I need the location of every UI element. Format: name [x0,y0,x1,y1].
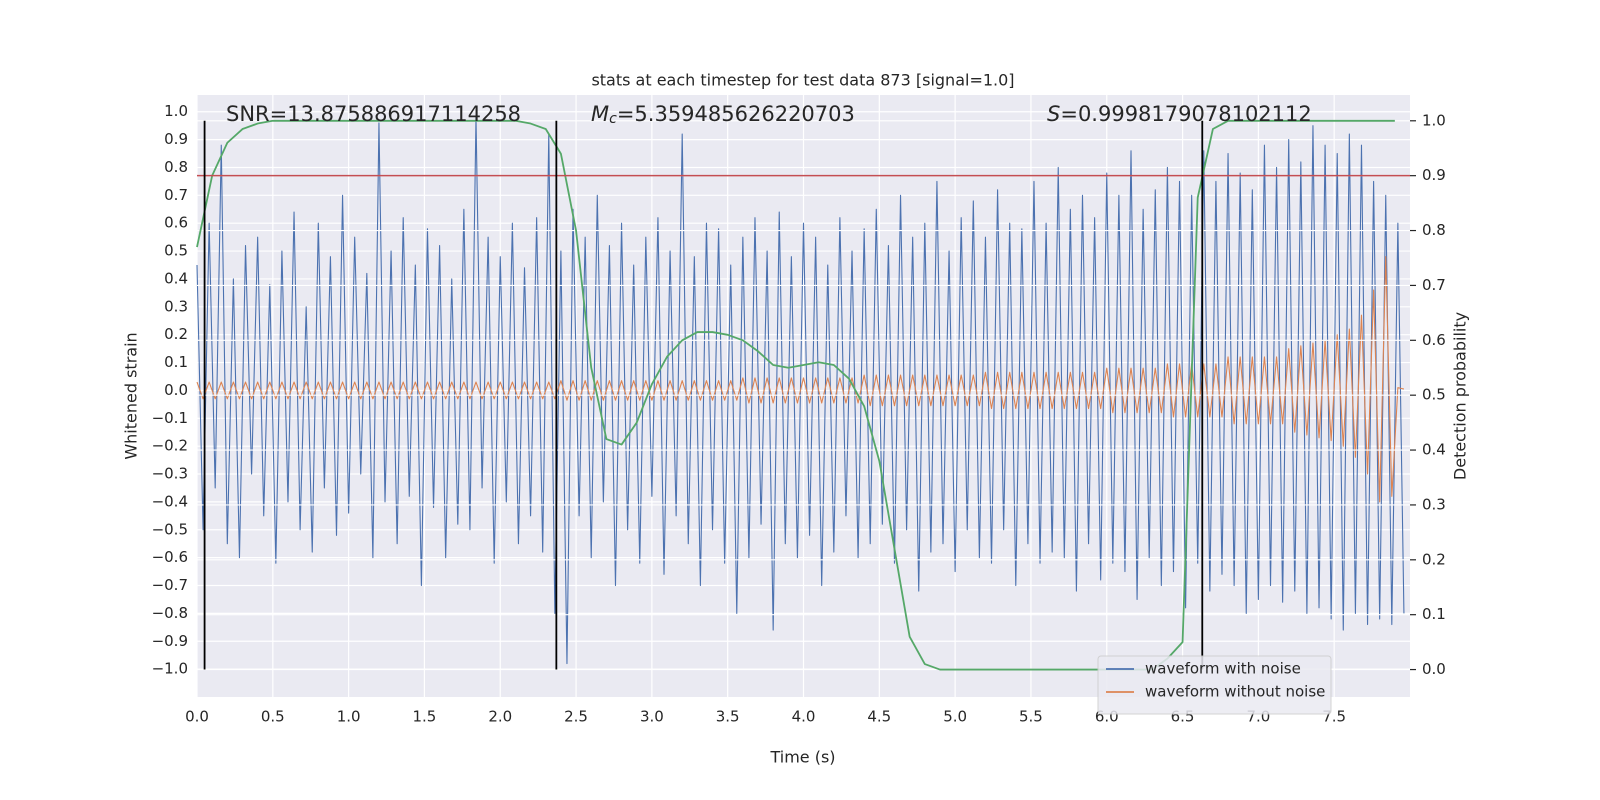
y-tick-label: −0.8 [152,604,188,622]
annotation: Mc=5.359485626220703 [591,102,855,127]
y2-tick-label: 0.6 [1422,331,1446,349]
y-tick-label: −0.3 [152,465,188,483]
legend-label: waveform with noise [1145,660,1301,678]
y-tick-label: −0.2 [152,437,188,455]
y-tick-label: 0.2 [164,325,188,343]
y-tick-label: −0.7 [152,576,188,594]
y-axis-label: Whitened strain [122,332,141,459]
y-tick-label: 0.5 [164,242,188,260]
legend-box [1097,655,1332,715]
y2-tick-label: 0.4 [1422,441,1446,459]
y2-axis-label: Detection probability [1451,312,1470,480]
y2-tick-label: 0.1 [1422,605,1446,623]
annotation-part: SNR=13.875886917114258 [226,102,521,126]
y-tick-label: 0.1 [164,353,188,371]
x-tick-label: 3.0 [640,708,664,726]
annotations: SNR=13.875886917114258 Mc=5.3594856262207… [226,102,1312,127]
y2-tick-label: 0.2 [1422,550,1446,568]
x-tick-label: 2.0 [488,708,512,726]
y2-tick-label: 0.0 [1422,660,1446,678]
y2-tick-label: 0.3 [1422,495,1446,513]
y2-tick-label: 0.8 [1422,221,1446,239]
series-line [196,119,1395,671]
y-tick-label: 0.7 [164,186,188,204]
x-tick-label: 4.0 [792,708,816,726]
y-tick-label: −0.1 [152,409,188,427]
y2-tick-label: 0.5 [1422,386,1446,404]
x-axis-label: Time (s) [769,748,835,767]
series-right [196,119,1410,671]
legend: waveform with noise waveform without nois… [1097,655,1332,715]
y-tick-label: −1.0 [152,660,188,678]
x-tick-label: 0.0 [185,708,209,726]
y-tick-label: 1.0 [164,102,188,120]
y-tick-label: −0.4 [152,492,188,510]
y2-tick-label: 1.0 [1422,111,1446,129]
x-tick-label: 0.5 [261,708,285,726]
y-tick-label: −0.5 [152,520,188,538]
annotation-part: c [609,111,617,127]
y-tick-label: 0.3 [164,297,188,315]
y2-tick-label: 0.7 [1422,276,1446,294]
legend-label: waveform without noise [1145,683,1325,701]
x-tick-label: 1.5 [413,708,437,726]
chart-title: stats at each timestep for test data 873… [591,71,1014,90]
x-tick-label: 2.5 [564,708,588,726]
annotation-part: S [1047,102,1060,126]
x-tick-label: 1.0 [337,708,361,726]
annotation: S=0.9998179078102112 [1047,102,1312,126]
annotation-part: =5.359485626220703 [617,102,855,126]
y-tick-label: 0.4 [164,269,188,287]
y2-tick-label: 0.9 [1422,166,1446,184]
y-tick-label: 0.0 [164,381,188,399]
y-tick-label: −0.9 [152,632,188,650]
x-tick-label: 5.5 [1019,708,1043,726]
annotation: SNR=13.875886917114258 [226,102,521,126]
annotation-part: M [591,102,609,126]
y-tick-label: 0.8 [164,158,188,176]
y-tick-label: 0.9 [164,130,188,148]
x-tick-label: 4.5 [867,708,891,726]
x-tick-label: 3.5 [716,708,740,726]
x-tick-label: 5.0 [943,708,967,726]
y-tick-label: −0.6 [152,548,188,566]
annotation-part: =0.9998179078102112 [1060,102,1311,126]
y-tick-label: 0.6 [164,214,188,232]
ticks: 0.0 0.5 1.0 1.5 2.0 2.5 3.0 3.5 4.0 4.5 5.0 5.5 6.0 6… [152,102,1446,725]
